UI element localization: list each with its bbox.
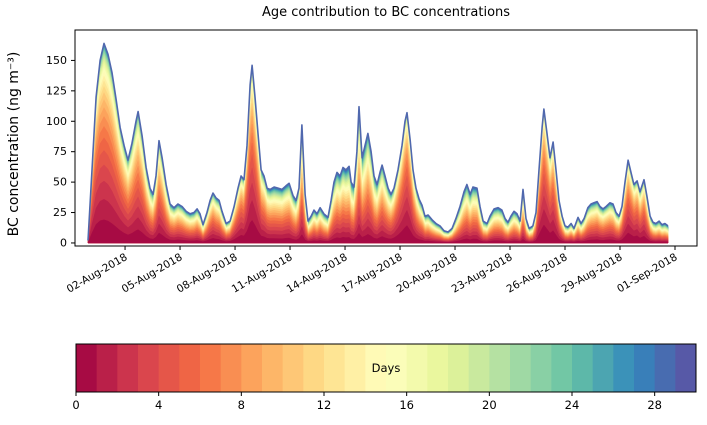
colorbar-tick-label: 8 bbox=[238, 398, 245, 412]
x-tick-label: 20-Aug-2018 bbox=[395, 251, 460, 295]
colorbar-tick-label: 4 bbox=[155, 398, 162, 412]
chart-title: Age contribution to BC concentrations bbox=[261, 5, 511, 20]
colorbar-segment bbox=[572, 344, 594, 392]
colorbar bbox=[76, 344, 697, 392]
colorbar-segment bbox=[530, 344, 552, 392]
total-line bbox=[87, 42, 669, 241]
colorbar-segment bbox=[551, 344, 573, 392]
colorbar-segment bbox=[344, 344, 366, 392]
colorbar-tick-label: 28 bbox=[647, 398, 662, 412]
x-tick-label: 05-Aug-2018 bbox=[120, 251, 185, 295]
colorbar-segment bbox=[158, 344, 180, 392]
colorbar-frame bbox=[75, 343, 697, 393]
y-tick-label: 50 bbox=[53, 176, 67, 189]
colorbar-tick-label: 12 bbox=[317, 398, 332, 412]
colorbar-tick-label: 0 bbox=[72, 398, 79, 412]
y-tick-label: 100 bbox=[46, 115, 67, 128]
x-tick-label: 01-Sep-2018 bbox=[615, 251, 679, 295]
x-tick-label: 11-Aug-2018 bbox=[230, 251, 295, 295]
y-tick-label: 125 bbox=[46, 84, 67, 97]
stacked-areas bbox=[87, 42, 669, 244]
colorbar-segment bbox=[489, 344, 511, 392]
y-tick-label: 75 bbox=[53, 145, 67, 158]
colorbar-segment bbox=[386, 344, 408, 392]
axes-frame bbox=[74, 29, 698, 247]
x-tick-label: 17-Aug-2018 bbox=[340, 251, 405, 295]
colorbar-segment bbox=[634, 344, 656, 392]
y-axis-label: BC concentration (ng m⁻³) bbox=[6, 51, 22, 237]
total-concentration-line bbox=[87, 42, 669, 241]
x-tick-label: 23-Aug-2018 bbox=[450, 251, 515, 295]
colorbar-segment bbox=[510, 344, 532, 392]
colorbar-segment bbox=[117, 344, 139, 392]
colorbar-segment bbox=[613, 344, 635, 392]
colorbar-segment bbox=[654, 344, 676, 392]
colorbar-segment bbox=[241, 344, 263, 392]
colorbar-segment bbox=[675, 344, 697, 392]
x-tick-label: 14-Aug-2018 bbox=[285, 251, 350, 295]
colorbar-segment bbox=[427, 344, 449, 392]
x-tick-label: 26-Aug-2018 bbox=[505, 251, 570, 295]
y-tick-label: 150 bbox=[46, 54, 67, 67]
colorbar-segment bbox=[365, 344, 387, 392]
colorbar-segment bbox=[406, 344, 428, 392]
colorbar-segment bbox=[76, 344, 98, 392]
age-band bbox=[87, 219, 669, 244]
colorbar-outline bbox=[75, 343, 697, 393]
colorbar-segment bbox=[448, 344, 470, 392]
colorbar-segment bbox=[262, 344, 284, 392]
y-tick-label: 25 bbox=[53, 206, 67, 219]
x-tick-label: 29-Aug-2018 bbox=[560, 251, 625, 295]
colorbar-segment bbox=[324, 344, 346, 392]
x-tick-label: 02-Aug-2018 bbox=[65, 251, 130, 295]
colorbar-segment bbox=[468, 344, 490, 392]
colorbar-segment bbox=[592, 344, 614, 392]
colorbar-tick-label: 16 bbox=[399, 398, 414, 412]
colorbar-segment bbox=[282, 344, 304, 392]
colorbar-segment bbox=[200, 344, 222, 392]
y-tick-label: 0 bbox=[60, 236, 67, 249]
colorbar-segment bbox=[138, 344, 160, 392]
colorbar-ticks: 0 4 8 12 16 20 24 28 bbox=[72, 392, 662, 412]
colorbar-segment bbox=[179, 344, 201, 392]
x-tick-label: 08-Aug-2018 bbox=[175, 251, 240, 295]
colorbar-tick-label: 20 bbox=[482, 398, 497, 412]
colorbar-segment bbox=[96, 344, 118, 392]
colorbar-segment bbox=[303, 344, 325, 392]
colorbar-tick-label: 24 bbox=[565, 398, 580, 412]
colorbar-segment bbox=[220, 344, 242, 392]
colorbar-label: Days bbox=[372, 361, 401, 375]
